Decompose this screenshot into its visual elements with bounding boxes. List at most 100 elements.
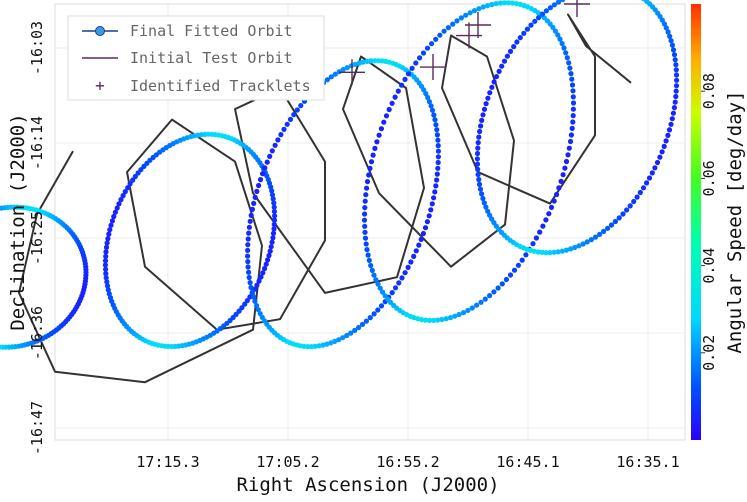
fitted-orbit-point: [340, 66, 346, 73]
fitted-orbit-point: [399, 82, 405, 88]
fitted-orbit-point: [663, 25, 669, 31]
fitted-orbit-point: [597, 231, 603, 237]
fitted-orbit-point: [111, 213, 117, 220]
fitted-orbit-point: [272, 213, 278, 219]
fitted-orbit-point: [433, 122, 439, 128]
fitted-orbit-point: [270, 235, 276, 241]
fitted-orbit-point: [246, 230, 252, 236]
fitted-orbit-point: [620, 211, 626, 217]
fitted-orbit-point: [380, 289, 386, 295]
fitted-orbit-point: [487, 90, 493, 96]
fitted-orbit-point: [265, 257, 271, 263]
fitted-orbit-point: [328, 74, 334, 80]
fitted-orbit-point: [429, 201, 435, 207]
fitted-orbit-point: [382, 293, 388, 299]
fitted-orbit-point: [271, 226, 277, 232]
legend: Final Fitted Orbit Initial Test Orbit + …: [67, 15, 325, 101]
fitted-orbit-point: [106, 291, 112, 297]
fitted-orbit-point: [247, 218, 253, 224]
fitted-orbit-point: [548, 204, 555, 210]
fitted-orbit-point: [271, 204, 277, 210]
fitted-orbit-point: [340, 335, 346, 341]
fitted-orbit-point: [378, 126, 384, 132]
fitted-orbit-point: [417, 55, 423, 61]
fitted-orbit-point: [103, 253, 109, 259]
fitted-orbit-point: [528, 22, 534, 28]
fitted-orbit-point: [669, 116, 675, 122]
fitted-orbit-point: [532, 18, 538, 24]
fitted-orbit-point: [511, 267, 518, 273]
fitted-orbit-point: [673, 88, 679, 94]
tracklet-marker: [564, 0, 590, 17]
fitted-orbit-point: [262, 165, 268, 171]
fitted-orbit-point: [576, 243, 582, 249]
fitted-orbit-point: [260, 270, 266, 276]
fitted-orbit-point: [463, 12, 469, 18]
fitted-orbit-point: [271, 221, 277, 228]
fitted-orbit-point: [402, 76, 408, 82]
fitted-orbit-point: [371, 311, 377, 317]
fitted-orbit-point: [413, 248, 419, 254]
fitted-orbit-point: [0, 344, 3, 350]
fitted-orbit-point: [469, 305, 475, 311]
fitted-orbit-point: [435, 165, 441, 171]
fitted-orbit-point: [487, 293, 493, 299]
fitted-orbit-point: [420, 50, 427, 56]
fitted-orbit-point: [674, 77, 680, 83]
fitted-orbit-point: [659, 149, 665, 155]
fitted-orbit-point: [509, 0, 516, 6]
fitted-orbit-point: [266, 252, 272, 259]
fitted-orbit-point: [376, 132, 382, 138]
fitted-orbit-point: [499, 63, 505, 69]
fitted-orbit-point: [361, 217, 368, 223]
fitted-orbit-point: [245, 242, 251, 248]
fitted-orbit-point: [251, 200, 257, 206]
fitted-orbit-point: [308, 344, 314, 350]
fitted-orbit-point: [533, 235, 540, 241]
legend-label-test: Initial Test Orbit: [130, 49, 293, 67]
fitted-orbit-point: [476, 134, 482, 140]
colorbar-title: Angular Speed [deg/day]: [724, 90, 746, 353]
fitted-orbit-point: [374, 139, 380, 145]
fitted-orbit-point: [389, 100, 395, 106]
fitted-orbit-point: [670, 47, 677, 53]
legend-label-fitted: Final Fitted Orbit: [130, 22, 293, 40]
fitted-orbit-point: [551, 249, 557, 255]
fitted-orbit-point: [665, 29, 671, 35]
fitted-orbit-point: [368, 159, 375, 165]
fitted-orbit-point: [269, 148, 275, 154]
fitted-orbit-point: [125, 185, 131, 191]
fitted-orbit-point: [381, 119, 387, 125]
fitted-orbit-point: [245, 236, 251, 242]
fitted-orbit-point: [435, 317, 441, 323]
fitted-orbit-point: [395, 88, 401, 94]
fitted-orbit-point: [668, 121, 674, 127]
fitted-orbit-point: [514, 39, 520, 45]
fitted-orbit-point: [570, 113, 576, 119]
fitted-orbit-point: [332, 338, 338, 344]
fitted-orbit-point: [476, 176, 482, 183]
fitted-orbit-point: [661, 21, 668, 27]
fitted-orbit-point: [570, 94, 576, 100]
fitted-orbit-point: [566, 60, 572, 66]
fitted-orbit-point: [562, 165, 568, 171]
fitted-orbit-point: [491, 79, 497, 85]
fitted-orbit-point: [364, 179, 371, 185]
fitted-orbit-point: [665, 132, 671, 138]
fitted-orbit-point: [336, 337, 342, 343]
fitted-orbit-point: [287, 116, 294, 122]
fitted-orbit-point: [366, 257, 372, 263]
fitted-orbit-point: [479, 191, 485, 197]
fitted-orbit-point: [249, 289, 255, 295]
fitted-orbit-point: [640, 185, 647, 191]
identified-tracklets-series: [339, 0, 590, 86]
fitted-orbit-point: [365, 252, 371, 258]
fitted-orbit-point: [408, 259, 414, 265]
fitted-orbit-point: [672, 57, 678, 63]
fitted-orbit-point: [291, 112, 297, 118]
fitted-orbit-point: [409, 65, 415, 71]
fitted-orbit-point: [501, 58, 508, 64]
y-tick-label: -16:25: [28, 211, 46, 265]
fitted-orbit-point: [242, 301, 248, 307]
